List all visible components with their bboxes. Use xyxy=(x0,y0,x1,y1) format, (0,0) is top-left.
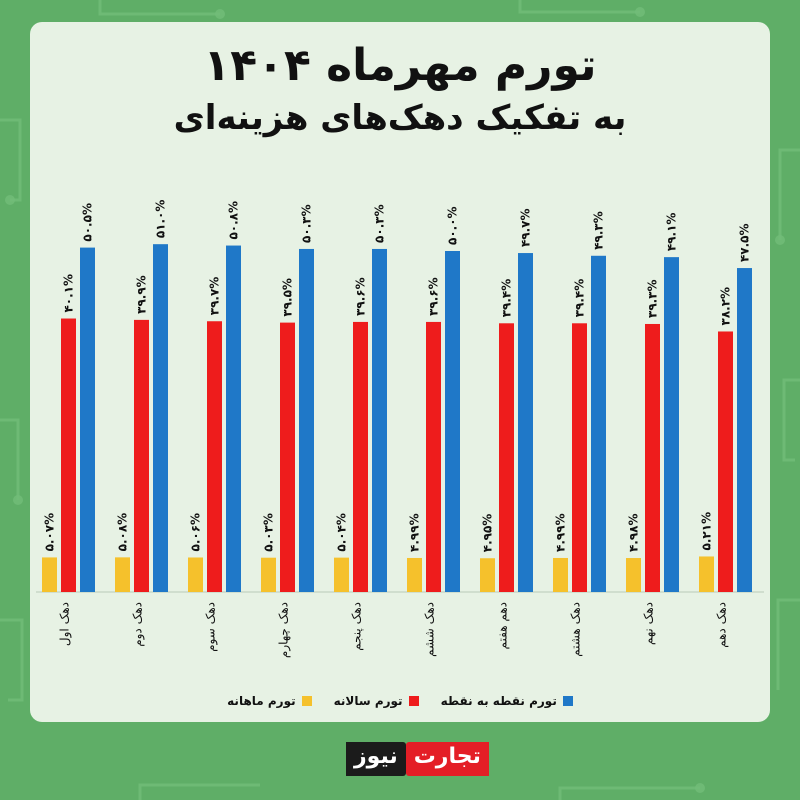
data-label-point-6: ۴۹.۷% xyxy=(519,208,533,247)
legend-item-point: تورم نقطه به نقطه xyxy=(441,694,573,708)
data-label-annual-8: ۳۹.۳% xyxy=(646,279,660,318)
bar-annual-8 xyxy=(645,323,660,592)
data-label-point-3: ۵۰.۳% xyxy=(300,204,314,243)
category-label-1: دهک دوم xyxy=(131,602,146,647)
bar-point-6 xyxy=(518,253,533,592)
data-label-annual-9: ۳۸.۲% xyxy=(719,287,733,326)
bar-annual-0 xyxy=(61,318,76,592)
legend-label-point: تورم نقطه به نقطه xyxy=(440,694,557,708)
logo-part-1: تجارت xyxy=(405,742,489,776)
data-label-monthly-7: ۴.۹۹% xyxy=(554,513,568,552)
data-label-annual-1: ۳۹.۹% xyxy=(135,275,149,314)
bar-point-2 xyxy=(226,245,241,592)
category-label-3: دهک چهارم xyxy=(277,602,292,658)
data-label-point-2: ۵۰.۸% xyxy=(227,201,241,240)
bar-annual-6 xyxy=(499,323,514,592)
brand-logo: تجارت نیوز xyxy=(346,742,489,776)
bar-monthly-6 xyxy=(480,558,495,592)
bar-monthly-1 xyxy=(115,557,130,592)
bar-point-5 xyxy=(445,251,460,592)
data-label-annual-4: ۳۹.۶% xyxy=(354,277,368,316)
data-label-monthly-8: ۴.۹۸% xyxy=(627,513,641,552)
data-label-point-7: ۴۹.۳% xyxy=(592,211,606,250)
category-label-4: دهک پنجم xyxy=(350,602,364,651)
bar-monthly-8 xyxy=(626,558,641,592)
bar-annual-1 xyxy=(134,319,149,592)
bar-annual-7 xyxy=(572,323,587,592)
bar-annual-2 xyxy=(207,321,222,592)
category-label-5: دهک ششم xyxy=(423,602,437,657)
bar-annual-4 xyxy=(353,321,368,592)
data-label-point-1: ۵۱.۰% xyxy=(154,200,168,239)
legend: تورم نقطه به نقطه تورم سالانه تورم ماهان… xyxy=(0,694,800,708)
bar-point-7 xyxy=(591,255,606,593)
data-label-point-0: ۵۰.۵% xyxy=(81,203,95,242)
bar-point-8 xyxy=(664,257,679,592)
data-label-annual-2: ۳۹.۷% xyxy=(208,277,222,316)
bar-annual-3 xyxy=(280,322,295,592)
bar-point-0 xyxy=(80,247,95,592)
bar-monthly-5 xyxy=(407,557,422,592)
bar-point-3 xyxy=(299,248,314,593)
legend-label-annual: تورم سالانه xyxy=(333,694,403,708)
data-label-annual-5: ۳۹.۶% xyxy=(427,277,441,316)
data-label-monthly-1: ۵.۰۸% xyxy=(116,513,130,552)
data-label-point-9: ۴۷.۵% xyxy=(738,223,752,262)
data-label-annual-3: ۳۹.۵% xyxy=(281,278,295,317)
data-label-monthly-6: ۴.۹۵% xyxy=(481,514,495,553)
data-label-monthly-2: ۵.۰۶% xyxy=(189,513,203,552)
data-label-point-8: ۴۹.۱% xyxy=(665,213,679,252)
data-label-monthly-4: ۵.۰۴% xyxy=(335,513,349,552)
legend-label-monthly: تورم ماهانه xyxy=(227,694,296,708)
bar-monthly-9 xyxy=(699,556,714,592)
chart-title: تورم مهرماه ۱۴۰۴ xyxy=(203,40,597,91)
data-label-monthly-9: ۵.۲۱% xyxy=(700,512,714,551)
bar-annual-5 xyxy=(426,321,441,592)
category-label-7: دهک هشتم xyxy=(569,602,583,657)
data-label-monthly-5: ۴.۹۹% xyxy=(408,513,422,552)
category-label-6: دهم هفتم xyxy=(496,602,510,649)
chart-subtitle: به تفکیک دهک‌های هزینه‌ای xyxy=(173,98,627,138)
legend-swatch-annual xyxy=(408,696,419,706)
legend-item-monthly: تورم ماهانه xyxy=(227,694,312,708)
logo-part-2: نیوز xyxy=(346,742,406,776)
bar-monthly-7 xyxy=(553,557,568,592)
category-label-8: دهک نهم xyxy=(642,602,656,645)
legend-swatch-point xyxy=(562,696,573,706)
bar-annual-9 xyxy=(718,331,733,592)
data-label-point-4: ۵۰.۳% xyxy=(373,204,387,243)
legend-item-annual: تورم سالانه xyxy=(334,694,419,708)
data-label-annual-7: ۳۹.۴% xyxy=(573,279,587,318)
bar-point-1 xyxy=(153,244,168,592)
bar-monthly-3 xyxy=(261,557,276,592)
bar-monthly-4 xyxy=(334,557,349,592)
data-label-point-5: ۵۰.۰% xyxy=(446,206,460,245)
data-label-annual-6: ۳۹.۴% xyxy=(500,279,514,318)
bar-monthly-2 xyxy=(188,557,203,592)
category-label-2: دهک سوم xyxy=(204,602,219,652)
data-label-annual-0: ۴۰.۱% xyxy=(62,274,76,313)
bar-point-4 xyxy=(372,248,387,593)
legend-swatch-monthly xyxy=(301,696,312,706)
data-label-monthly-0: ۵.۰۷% xyxy=(43,513,57,552)
data-label-monthly-3: ۵.۰۳% xyxy=(262,513,276,552)
bar-monthly-0 xyxy=(42,557,57,592)
category-label-0: دهک اول xyxy=(58,602,73,646)
category-label-9: دهک دهم xyxy=(715,602,729,648)
bar-point-9 xyxy=(737,268,752,592)
